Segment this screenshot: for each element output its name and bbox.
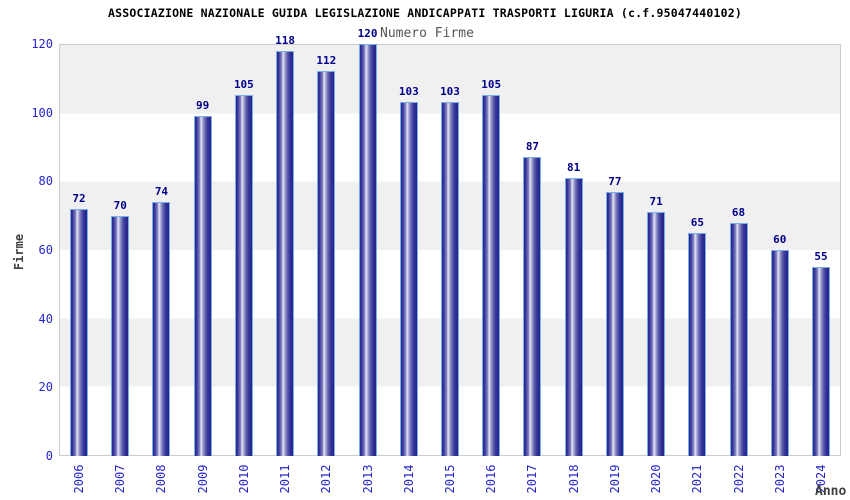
bar xyxy=(729,223,748,456)
x-tick-label: 2017 xyxy=(525,464,540,494)
bar xyxy=(523,157,542,456)
bar-value-label: 65 xyxy=(690,216,704,229)
x-tick-label: 2009 xyxy=(195,464,210,494)
x-tick-label: 2019 xyxy=(607,464,622,494)
bar-value-label: 71 xyxy=(649,195,663,208)
bar-value-label: 60 xyxy=(773,233,787,246)
bar xyxy=(482,95,501,456)
x-tick-label: 2018 xyxy=(566,464,581,494)
bar-value-label: 81 xyxy=(567,161,581,174)
x-tick-label: 2008 xyxy=(154,464,169,494)
x-tick-label: 2022 xyxy=(731,464,746,494)
x-tick-label: 2021 xyxy=(690,464,705,494)
y-tick-label: 40 xyxy=(38,312,53,326)
bar-value-label: 74 xyxy=(154,185,169,198)
y-tick-label: 120 xyxy=(31,37,53,51)
x-tick-label: 2020 xyxy=(649,464,664,494)
bar-value-label: 77 xyxy=(608,175,622,188)
x-tick-label: 2011 xyxy=(278,464,293,494)
bar-value-label: 120 xyxy=(357,27,378,40)
x-tick-label: 2007 xyxy=(113,464,128,494)
chart-title: ASSOCIAZIONE NAZIONALE GUIDA LEGISLAZION… xyxy=(108,6,742,20)
x-axis-title: Anno xyxy=(815,484,847,499)
bar xyxy=(152,202,171,456)
bar xyxy=(399,102,418,456)
bar-value-label: 103 xyxy=(398,85,419,98)
legend-label: Numero Firme xyxy=(380,26,474,41)
bar-value-label: 55 xyxy=(814,250,828,263)
bar xyxy=(688,233,707,456)
bar-value-label: 112 xyxy=(316,54,337,67)
x-tick-label: 2013 xyxy=(360,464,375,494)
bar xyxy=(70,209,88,456)
x-tick-label: 2016 xyxy=(484,464,499,494)
bar xyxy=(812,267,830,456)
bar-value-label: 99 xyxy=(196,99,210,112)
y-tick-label: 20 xyxy=(38,380,53,394)
bar xyxy=(441,102,459,456)
bar xyxy=(193,116,212,456)
x-tick-label: 2015 xyxy=(443,464,457,494)
y-tick-label: 100 xyxy=(31,106,53,120)
bar-value-label: 103 xyxy=(440,85,460,98)
bar-value-label: 68 xyxy=(731,206,746,219)
bar-value-label: 105 xyxy=(481,78,502,91)
y-axis-title: Firme xyxy=(12,233,26,271)
bar xyxy=(647,212,666,456)
y-tick-label: 80 xyxy=(38,174,53,188)
bar xyxy=(605,192,624,456)
bar xyxy=(358,44,377,456)
bar-value-label: 87 xyxy=(525,140,540,153)
bar-value-label: 72 xyxy=(72,192,86,205)
bar-value-label: 105 xyxy=(233,78,254,91)
bar-value-label: 70 xyxy=(113,199,127,212)
x-tick-label: 2014 xyxy=(401,464,416,494)
bar-value-label: 118 xyxy=(275,34,296,47)
bar xyxy=(564,178,583,456)
bar xyxy=(111,216,130,456)
x-tick-label: 2012 xyxy=(319,464,334,494)
x-tick-label: 2006 xyxy=(72,464,86,494)
y-tick-label: 0 xyxy=(45,449,53,463)
y-tick-label: 60 xyxy=(38,243,53,257)
bar xyxy=(276,51,295,456)
x-tick-label: 2010 xyxy=(236,464,251,494)
x-tick-label: 2023 xyxy=(772,464,787,494)
bar xyxy=(770,250,789,456)
bar xyxy=(234,95,253,456)
bar xyxy=(317,71,336,456)
